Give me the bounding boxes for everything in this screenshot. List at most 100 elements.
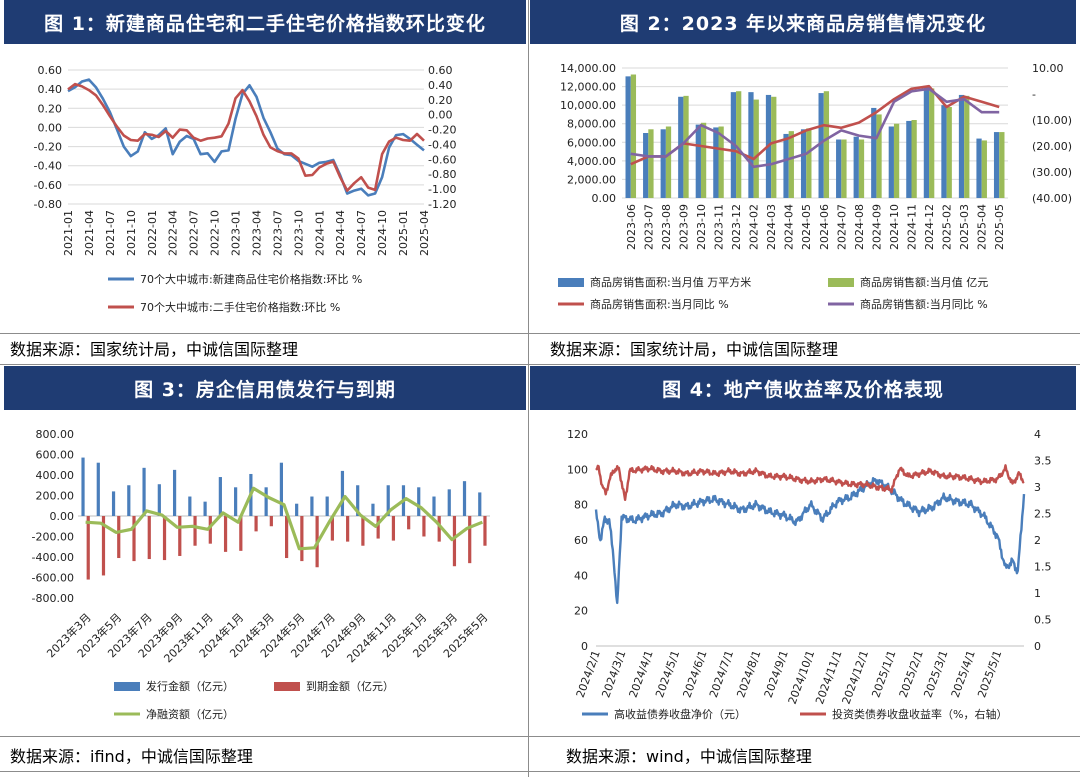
x-tick-label: 2024-09	[870, 204, 883, 250]
y-left-tick-label: 0.40	[38, 83, 63, 96]
row-divider-4	[0, 771, 1080, 772]
bar-1	[330, 516, 334, 541]
x-tick-label: 2025/3/1	[921, 649, 950, 700]
bar-1	[630, 74, 637, 198]
bar-1	[437, 516, 441, 542]
y-tick-label: 200.00	[36, 490, 75, 503]
bar-0	[96, 462, 100, 516]
bar-1	[407, 516, 411, 530]
legend-issue-label: 发行金额（亿元）	[146, 679, 234, 693]
bar-1	[101, 516, 106, 576]
x-tick-label: 2023-10	[292, 210, 305, 256]
legend-issue-swatch	[114, 682, 140, 691]
bar-0	[417, 487, 421, 516]
y-right-tick-label: -1.00	[428, 183, 456, 196]
bar-0	[695, 124, 701, 198]
bar-1	[806, 128, 812, 198]
legend-area-swatch	[558, 278, 584, 287]
x-tick-label: 2023-12	[730, 204, 743, 250]
bar-1	[911, 120, 917, 198]
x-tick-label: 2024-10	[376, 210, 389, 256]
bar-0	[111, 491, 116, 516]
fig4-chart: 12010080604020043.532.521.510.502024/2/1…	[567, 428, 1052, 721]
x-tick-label: 2025-05	[993, 204, 1006, 250]
fig2-source: 数据来源：国家统计局，中诚信国际整理	[550, 340, 839, 359]
legend-second-home-label: 70个大中城市:二手住宅价格指数:环比 %	[140, 300, 340, 314]
bar-0	[447, 489, 451, 516]
bar-0	[234, 487, 238, 516]
y-right-tick-label: -0.80	[428, 168, 456, 181]
bar-0	[625, 76, 631, 198]
x-tick-label: 2024-05	[800, 204, 813, 250]
y-right-tick-label: (30.00)	[1032, 166, 1072, 179]
y-right-tick-label: (20.00)	[1032, 140, 1072, 153]
net-financing-line	[85, 486, 483, 551]
fig1-source: 数据来源：国家统计局，中诚信国际整理	[10, 340, 299, 359]
legend-amount-label: 商品房销售额:当月值 亿元	[860, 275, 988, 289]
row-divider-2	[0, 364, 1080, 365]
bar-1	[753, 99, 759, 198]
y-left-tick-label: 0.60	[38, 64, 63, 77]
legend-net-label: 净融资额（亿元）	[146, 707, 234, 721]
bar-1	[162, 516, 167, 561]
bar-1	[391, 516, 396, 541]
bar-1	[483, 516, 487, 546]
y-left-tick-label: 120	[567, 428, 588, 441]
bar-0	[678, 96, 684, 198]
bar-0	[279, 462, 283, 516]
bar-0	[310, 496, 314, 516]
legend-area-label: 商品房销售面积:当月值 万平方米	[590, 275, 751, 289]
bar-0	[371, 503, 375, 516]
x-tick-label: 2024-04	[783, 204, 796, 250]
x-tick-label: 2024/5/1	[653, 649, 682, 700]
series-line-1	[595, 464, 1025, 502]
x-tick-label: 2024/4/1	[627, 649, 656, 700]
y-tick-label: 400.00	[36, 469, 75, 482]
series-line-0	[594, 476, 1026, 605]
bar-0	[203, 501, 207, 516]
x-tick-label: 2024-07	[355, 210, 368, 256]
y-right-tick-label: -	[1032, 88, 1036, 101]
bar-0	[264, 487, 268, 516]
x-tick-label: 2025-01	[397, 210, 410, 256]
bar-1	[999, 132, 1005, 198]
fig2-chart: 14,000.00 12,000.00 10,000.00 8,000.00 6,000…	[558, 62, 1072, 311]
x-tick-label: 2023-08	[660, 204, 673, 250]
x-tick-label: 2023-06	[625, 204, 638, 250]
legend-amount-yoy-label: 商品房销售额:当月同比 %	[860, 297, 988, 311]
y-left-tick-label: 0	[581, 640, 588, 653]
fig3-title: 图 3：房企信用债发行与到期	[4, 366, 526, 410]
x-tick-label: 2025-02	[941, 204, 954, 250]
y-right-tick-label: 3	[1034, 481, 1041, 494]
bar-0	[295, 503, 299, 516]
bar-0	[941, 105, 947, 198]
y-right-tick-label: 0.00	[428, 109, 453, 122]
x-tick-label: 2024-02	[748, 204, 761, 250]
bar-0	[748, 92, 754, 198]
center-divider	[528, 0, 529, 777]
x-tick-label: 2024-01	[313, 210, 326, 256]
y-left-tick-label: 14,000.00	[560, 62, 616, 75]
y-right-tick-label: 0.60	[428, 64, 453, 77]
bar-1	[929, 88, 935, 198]
x-tick-label: 2022-10	[209, 210, 222, 256]
bar-1	[361, 516, 365, 546]
bar-0	[325, 496, 329, 516]
x-tick-label: 2021-04	[83, 210, 96, 256]
bar-1	[964, 95, 970, 198]
y-right-tick-label: (40.00)	[1032, 192, 1072, 205]
y-left-tick-label: 10,000.00	[560, 99, 616, 112]
y-left-tick-label: 0.00	[592, 192, 617, 205]
bar-0	[127, 485, 131, 516]
x-tick-label: 2024/3/1	[599, 649, 628, 700]
bar-1	[193, 516, 197, 546]
y-right-tick-label: -0.60	[428, 153, 456, 166]
bar-1	[285, 516, 289, 559]
bar-1	[841, 139, 847, 198]
y-left-tick-label: 0.20	[38, 102, 63, 115]
panel-fig1: 图 1：新建商品住宅和二手住宅价格指数环比变化 0.60 0.40 0.20 0.00…	[4, 0, 526, 333]
x-tick-label: 2022-04	[167, 210, 180, 256]
legend-ig-yield-label: 投资类债券收盘收益率（%，右轴）	[832, 707, 1007, 721]
panel-fig3: 图 3：房企信用债发行与到期 800.00 600.00 400.00 200.00 0…	[4, 366, 526, 736]
x-tick-label: 2025-04	[976, 204, 989, 250]
